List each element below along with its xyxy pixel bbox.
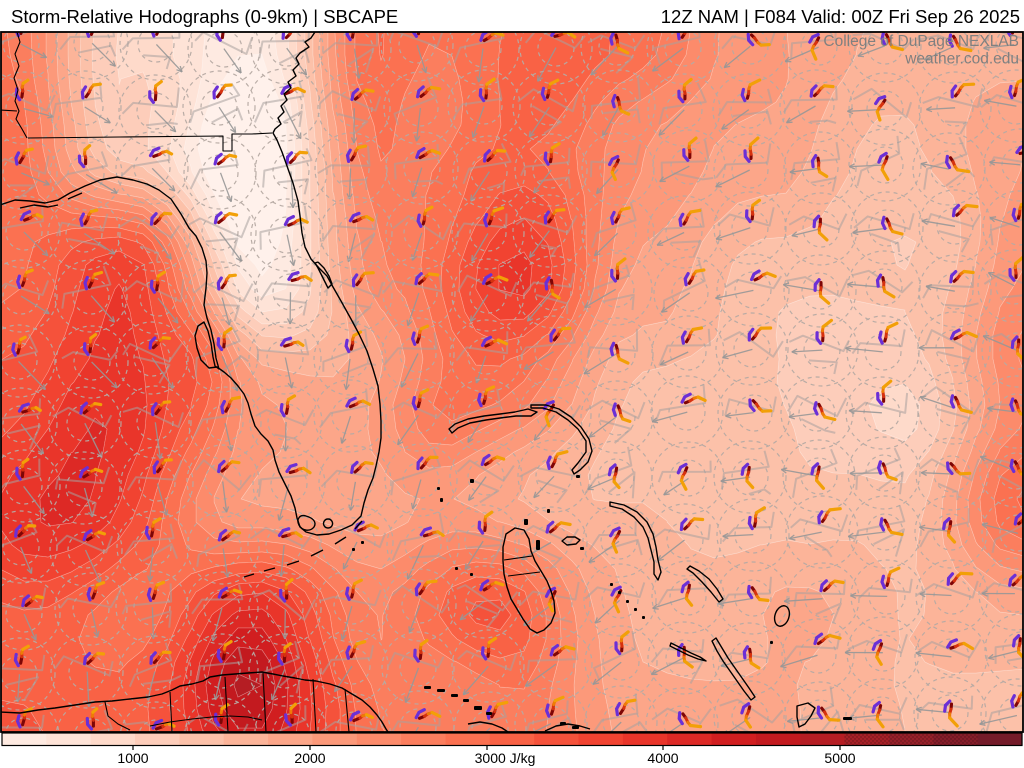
svg-text:3000 J/kg: 3000 J/kg bbox=[475, 750, 536, 766]
svg-text:4000: 4000 bbox=[647, 750, 678, 766]
svg-text:5000: 5000 bbox=[824, 750, 855, 766]
svg-text:2000: 2000 bbox=[294, 750, 325, 766]
svg-text:College of DuPage NEXLAB: College of DuPage NEXLAB bbox=[823, 33, 1019, 50]
svg-text:1000: 1000 bbox=[117, 750, 148, 766]
svg-text:weather.cod.edu: weather.cod.edu bbox=[904, 51, 1019, 68]
